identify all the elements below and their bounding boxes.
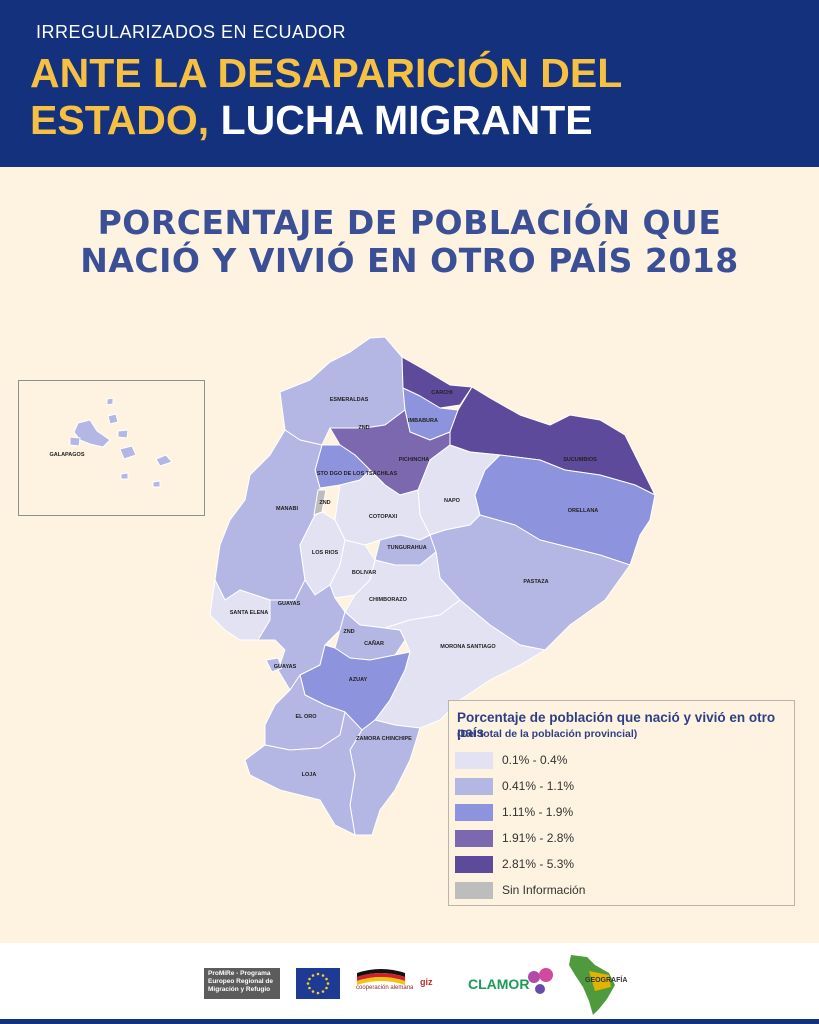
label-bolivar: BOLIVAR	[352, 570, 376, 576]
label-imbabura: IMBABURA	[408, 418, 438, 424]
province-galapagos	[69, 436, 81, 447]
label-napo: NAPO	[444, 498, 461, 504]
headline: ANTE LA DESAPARICIÓN DEL ESTADO, LUCHA M…	[30, 50, 622, 144]
label-esmeraldas: ESMERALDAS	[330, 397, 369, 403]
label-orellana: ORELLANA	[568, 508, 599, 514]
province-galapagos	[107, 413, 119, 425]
legend-subtitle: (Del total de la población provincial)	[457, 728, 638, 740]
clamor-logo: CLAMOR	[468, 976, 530, 992]
label-galapagos: GALAPAGOS	[49, 452, 84, 458]
butterfly-icon	[528, 968, 553, 994]
label-guayas-1: GUAYAS	[278, 601, 301, 607]
label-znd-1: ZND	[358, 425, 369, 431]
footer-bar	[0, 1019, 819, 1024]
label-guayas-2: GUAYAS	[274, 664, 297, 670]
label-znd-3: ZND	[343, 629, 354, 635]
legend-label: Sin Información	[502, 883, 586, 897]
headline-yellow-2: ESTADO,	[30, 97, 210, 143]
eu-stars-icon	[306, 972, 330, 995]
label-tungurahua: TUNGURAHUA	[387, 545, 426, 551]
label-el-oro: EL ORO	[296, 714, 318, 720]
province-loja	[244, 711, 363, 836]
label-chimborazo: CHIMBORAZO	[369, 597, 408, 603]
legend-swatch	[455, 830, 493, 847]
legend-label: 1.91% - 2.8%	[502, 831, 575, 845]
province-galapagos	[152, 480, 161, 488]
giz-logo: giz	[420, 977, 433, 987]
german-flag-icon	[357, 969, 405, 985]
promire-logo: ProMiRe - Programa Europeo Regional de M…	[204, 968, 280, 999]
legend-swatch	[455, 882, 493, 899]
label-sucumbios: SUCUMBIOS	[563, 457, 597, 463]
province-galapagos	[73, 419, 111, 448]
headline-white: LUCHA MIGRANTE	[220, 97, 593, 143]
legend-swatch	[455, 856, 493, 873]
header-banner: IRREGULARIZADOS EN ECUADOR ANTE LA DESAP…	[0, 0, 819, 167]
footer-logos: ProMiRe - Programa Europeo Regional de M…	[0, 943, 819, 1024]
province-galapagos	[120, 472, 129, 480]
label-canar: CAÑAR	[364, 640, 384, 647]
label-morona: MORONA SANTIAGO	[440, 644, 496, 650]
label-santa-elena: SANTA ELENA	[230, 610, 269, 616]
map-title-line-1: PORCENTAJE DE POBLACIÓN QUE	[97, 203, 722, 242]
legend-label: 0.41% - 1.1%	[502, 779, 575, 793]
label-zamora: ZAMORA CHINCHIPE	[356, 736, 412, 742]
kicker-text: IRREGULARIZADOS EN ECUADOR	[36, 22, 347, 42]
galapagos-inset-frame	[18, 380, 205, 516]
label-los-rios: LOS RIOS	[312, 550, 339, 556]
geografia-logo: GEOGRAFÍA	[585, 977, 628, 984]
legend-label: 0.1% - 0.4%	[502, 753, 568, 767]
legend-label: 2.81% - 5.3%	[502, 857, 575, 871]
legend-swatch	[455, 804, 493, 821]
province-galapagos	[119, 445, 137, 460]
province-galapagos	[117, 429, 129, 439]
label-loja: LOJA	[302, 772, 317, 778]
legend-label: 1.11% - 1.9%	[502, 805, 574, 819]
map-title-line-2: NACIÓ Y VIVIÓ EN OTRO PAÍS 2018	[80, 241, 739, 280]
headline-yellow-1: ANTE LA DESAPARICIÓN DEL	[30, 50, 623, 96]
label-carchi: CARCHI	[431, 390, 453, 396]
cooperacion-alemana-logo: cooperación alemana	[356, 985, 414, 991]
latin-america-map-icon	[569, 955, 615, 1015]
label-sto-dgo: STO DGO DE LOS TSÁCHILAS	[317, 470, 398, 477]
eu-flag-icon	[296, 968, 340, 999]
label-cotopaxi: COTOPAXI	[369, 514, 398, 520]
label-pastaza: PASTAZA	[523, 579, 548, 585]
label-pichincha: PICHINCHA	[399, 457, 430, 463]
label-manabi: MANABI	[276, 506, 298, 512]
province-galapagos	[106, 397, 114, 406]
map-title: PORCENTAJE DE POBLACIÓN QUE NACIÓ Y VIVI…	[0, 204, 819, 280]
label-znd-2: ZND	[319, 500, 330, 506]
province-guayas-puna	[265, 657, 283, 673]
map-legend: Porcentaje de población que nació y vivi…	[448, 700, 795, 906]
legend-swatch	[455, 752, 493, 769]
legend-title: Porcentaje de población que nació y vivi…	[457, 710, 776, 740]
province-galapagos	[155, 454, 173, 467]
label-azuay: AZUAY	[349, 677, 368, 683]
legend-swatch	[455, 778, 493, 795]
